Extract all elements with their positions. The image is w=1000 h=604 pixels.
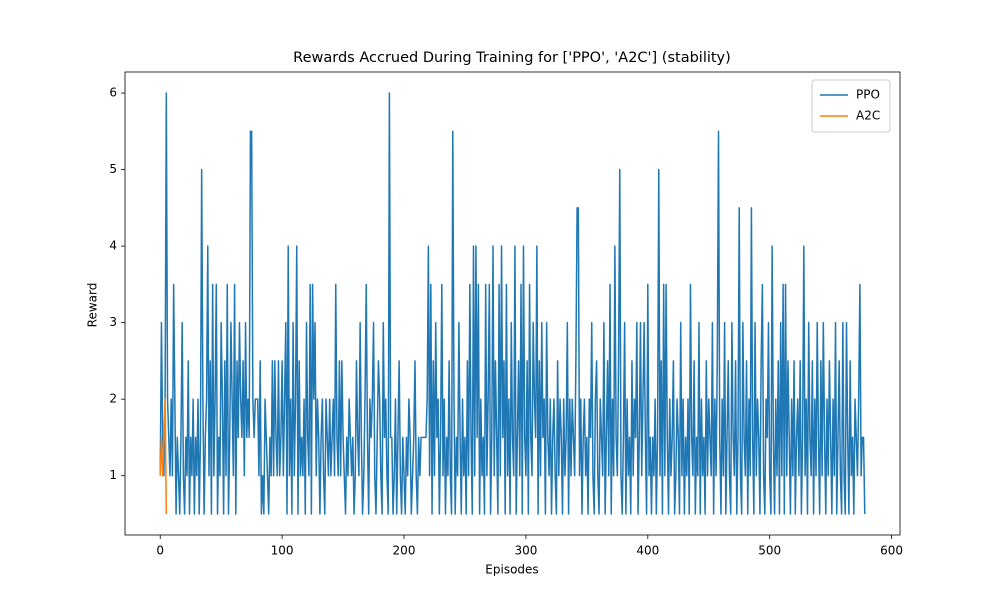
- legend-box: [811, 79, 891, 133]
- x-tick-label: 400: [636, 544, 659, 558]
- chart-title: Rewards Accrued During Training for ['PP…: [293, 50, 731, 66]
- x-tick-label: 300: [514, 544, 537, 558]
- legend-label: PPO: [856, 88, 880, 102]
- line-series: [159, 92, 866, 515]
- y-tick-label: 5: [109, 162, 117, 176]
- y-tick-label: 2: [109, 392, 117, 406]
- x-tick-label: 200: [393, 544, 416, 558]
- x-tick-label: 600: [880, 544, 903, 558]
- y-tick-label: 6: [109, 86, 117, 100]
- y-axis-label: Reward: [86, 283, 100, 328]
- y-tick-label: 3: [109, 315, 117, 329]
- line-series: [159, 398, 168, 514]
- legend-label: A2C: [856, 109, 880, 123]
- x-axis-label: Episodes: [485, 563, 538, 577]
- plot-frame: [124, 71, 901, 536]
- y-tick-label: 1: [109, 468, 117, 482]
- y-tick-label: 4: [109, 239, 117, 253]
- x-tick-label: 0: [156, 544, 164, 558]
- x-tick-label: 500: [758, 544, 781, 558]
- x-tick-label: 100: [271, 544, 294, 558]
